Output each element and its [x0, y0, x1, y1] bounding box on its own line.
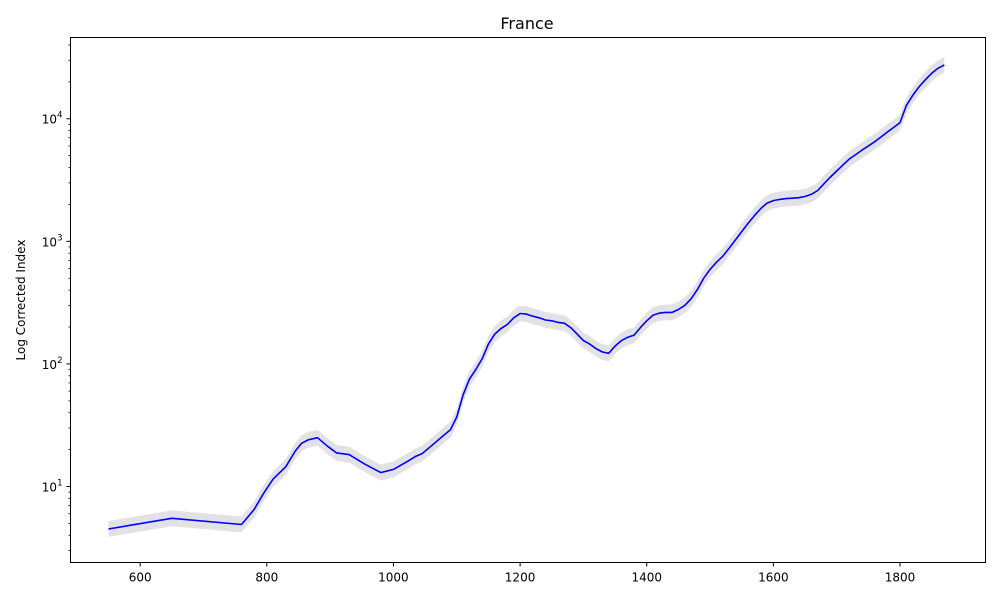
y-axis-title: Log Corrected Index — [14, 240, 28, 361]
y-axis: 101 102 103 104 — [42, 44, 71, 552]
series-line — [108, 64, 945, 530]
x-tick-label: 1800 — [885, 571, 916, 585]
series-line-layer — [108, 64, 945, 530]
x-tick-label: 600 — [129, 571, 152, 585]
chart-title: France — [500, 14, 553, 33]
x-tick-label: 1400 — [631, 571, 662, 585]
x-tick-label: 800 — [255, 571, 278, 585]
y-tick-label: 101 — [42, 479, 63, 495]
y-tick-label: 104 — [42, 111, 63, 127]
x-tick-label: 1200 — [505, 571, 536, 585]
x-tick-label: 1000 — [378, 571, 409, 585]
x-tick-label: 1600 — [758, 571, 789, 585]
y-tick-label: 102 — [42, 356, 63, 372]
x-axis: 600 800 1000 1200 1400 1600 1800 — [129, 562, 916, 585]
y-tick-label: 103 — [42, 233, 63, 249]
plot-frame — [70, 37, 986, 563]
